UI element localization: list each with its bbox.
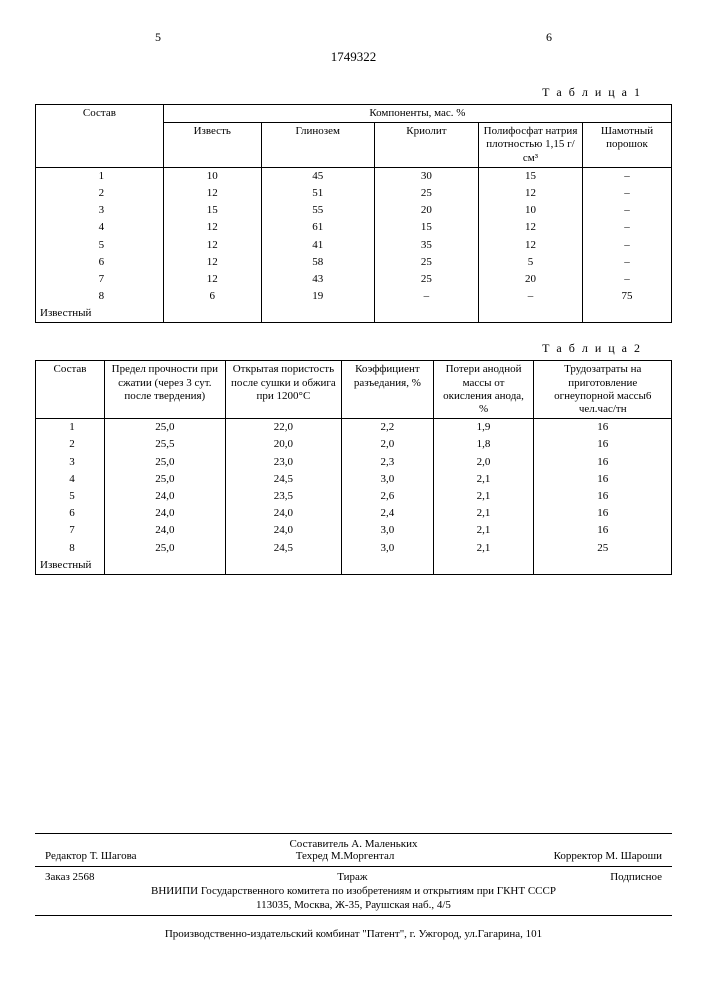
committee-line1: ВНИИПИ Государственного комитета по изоб… [35, 885, 672, 897]
table2-caption: Т а б л и ц а 2 [35, 341, 672, 356]
circulation: Тираж [337, 871, 367, 883]
footer: Составитель А. Маленьких Редактор Т. Шаг… [35, 829, 672, 940]
table1-caption: Т а б л и ц а 1 [35, 85, 672, 100]
table-row: 412611512– [36, 219, 672, 236]
table-row: 8619––75 [36, 288, 672, 305]
table-row: 825,024,53,02,125 [36, 540, 672, 557]
table-row: 212512512– [36, 185, 672, 202]
committee-line2: 113035, Москва, Ж-35, Раушская наб., 4/5 [35, 899, 672, 911]
compiler: Составитель А. Маленьких [35, 838, 672, 850]
subscription: Подписное [610, 871, 662, 883]
divider [35, 915, 672, 916]
document-number: 1749322 [35, 49, 672, 65]
table-row: 325,023,02,32,016 [36, 454, 672, 471]
table-row: 315552010– [36, 202, 672, 219]
t1-col5: Шамотный порошок [583, 123, 672, 168]
t2-col1: Предел прочности при сжатии (через 3 сут… [105, 361, 226, 419]
t2-col3: Коэффициент разъедания, % [342, 361, 433, 419]
table-row: 110453015– [36, 167, 672, 185]
table-1: Состав Компоненты, мас. % Известь Глиноз… [35, 104, 672, 323]
t1-col1: Известь [163, 123, 261, 168]
table-2: Состав Предел прочности при сжатии (чере… [35, 360, 672, 574]
t1-col2: Глинозем [261, 123, 374, 168]
table-row: 524,023,52,62,116 [36, 488, 672, 505]
publisher: Производственно-издательский комбинат "П… [35, 928, 672, 940]
corrector: Корректор М. Шароши [554, 850, 662, 862]
table-row: 512413512– [36, 237, 672, 254]
t2-col5: Трудозатраты на приготовление огнеупорно… [534, 361, 672, 419]
table-row: 624,024,02,42,116 [36, 505, 672, 522]
order-number: Заказ 2568 [45, 871, 95, 883]
t1-col0: Состав [36, 105, 164, 168]
techred: Техред М.Моргентал [296, 850, 395, 862]
t2-body: 125,022,02,21,916 225,520,02,01,816 325,… [36, 419, 672, 575]
t1-group: Компоненты, мас. % [163, 105, 671, 123]
table-row-known: Известный [36, 557, 672, 575]
page-left: 5 [155, 30, 161, 45]
t1-col4: Полифосфат натрия плотностью 1,15 г/см³ [479, 123, 583, 168]
t2-col0: Состав [36, 361, 105, 419]
table-row: 712432520– [36, 271, 672, 288]
t2-col2: Открытая пористость после сушки и обжига… [225, 361, 342, 419]
divider [35, 833, 672, 834]
page-right: 6 [546, 30, 552, 45]
divider [35, 866, 672, 867]
page-numbers: 5 6 [35, 30, 672, 45]
table-row: 61258255– [36, 254, 672, 271]
t2-col4: Потери анодной массы от окисления анода,… [433, 361, 534, 419]
table-row: 724,024,03,02,116 [36, 522, 672, 539]
editor: Редактор Т. Шагова [45, 850, 137, 862]
table-row: 225,520,02,01,816 [36, 436, 672, 453]
table-row: 125,022,02,21,916 [36, 419, 672, 437]
table-row: 425,024,53,02,116 [36, 471, 672, 488]
table-row-known: Известный [36, 305, 672, 323]
t1-col3: Криолит [374, 123, 478, 168]
t1-body: 110453015– 212512512– 315552010– 4126115… [36, 167, 672, 323]
